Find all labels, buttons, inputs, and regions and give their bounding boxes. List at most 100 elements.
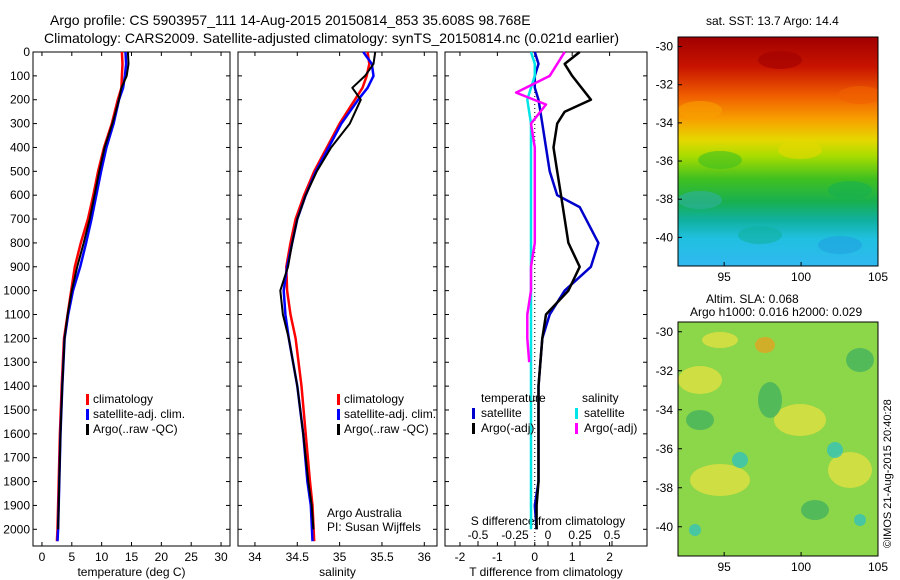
x-tick-label: 15 [125, 550, 139, 564]
map-y-tick-label: -32 [656, 78, 674, 92]
sla-texture [774, 404, 826, 436]
x-tick-label: 20 [155, 550, 169, 564]
x-tick-label: 2 [606, 550, 613, 564]
x-tick-label: 30 [214, 550, 228, 564]
legend-label: Argo(..raw -QC) [344, 422, 429, 436]
x-tick-label: -1 [492, 550, 503, 564]
figure-title-line-1: Argo profile: CS 5903957_111 14-Aug-2015… [50, 12, 531, 28]
y-tick-label: 800 [10, 236, 30, 250]
sla-map-title-2: Argo h1000: 0.016 h2000: 0.029 [690, 305, 863, 319]
map-x-tick-label: 105 [868, 270, 888, 284]
map-y-tick-label: -38 [656, 192, 674, 206]
series-line-2 [535, 51, 593, 530]
y-tick-label: 1400 [3, 379, 30, 393]
series-line-4 [514, 51, 566, 363]
map-y-tick-label: -32 [656, 364, 674, 378]
legend-label: satellite [584, 406, 625, 420]
sla-texture [755, 337, 775, 353]
map-x-tick-label: 105 [868, 560, 888, 574]
map-x-tick-label: 95 [717, 270, 731, 284]
sla-texture [758, 382, 782, 418]
map-y-tick-label: -36 [656, 442, 674, 456]
sla-texture [689, 524, 701, 536]
map-x-tick-label: 100 [791, 270, 811, 284]
x-tick-label: 0 [39, 550, 46, 564]
sla-texture [846, 348, 874, 372]
y-tick-label: 1300 [3, 355, 30, 369]
panel-2: 34 34.5 35 35.5 36 salinity climatologysatelli… [237, 51, 438, 579]
sla-texture [801, 500, 829, 520]
annotation-text: Argo Australia [327, 506, 402, 520]
sla-texture [828, 452, 872, 488]
legend-label: satellite-adj. clim. [344, 407, 436, 421]
x-tick-label: 36 [418, 550, 432, 564]
x-axis-label: T difference from climatology [469, 565, 623, 579]
y-tick-label: 1700 [3, 451, 30, 465]
s-tick-label: -0.25 [501, 528, 529, 542]
x-tick-label: 34.5 [286, 550, 310, 564]
series-line-1 [285, 51, 371, 542]
map-x-tick-label: 100 [791, 560, 811, 574]
plot-frame [444, 51, 648, 547]
x-tick-label: 0 [531, 550, 538, 564]
sla-map: -30 -32 -34 -36 -38 -40 95 100 105 [656, 321, 888, 574]
map-y-tick-label: -40 [656, 230, 674, 244]
x-tick-label: -2 [455, 550, 466, 564]
y-tick-label: 100 [10, 69, 30, 83]
sla-texture [702, 332, 738, 348]
x-tick-label: 10 [95, 550, 109, 564]
legend-swatch [472, 423, 475, 434]
y-tick-label: 1500 [3, 403, 30, 417]
sst-map-title: sat. SST: 13.7 Argo: 14.4 [706, 14, 839, 28]
legend-swatch [337, 409, 340, 420]
sla-texture [827, 442, 843, 458]
sla-texture [690, 464, 750, 496]
y-tick-label: 600 [10, 188, 30, 202]
s-tick-label: 0.5 [604, 528, 621, 542]
y-tick-label: 400 [10, 140, 30, 154]
s-tick-label: 0.25 [568, 528, 592, 542]
legend-label: Argo(-adj) [584, 421, 637, 435]
map-y-tick-label: -38 [656, 481, 674, 495]
legend-swatch [575, 408, 578, 419]
s-tick-label: -0.5 [468, 528, 489, 542]
sla-map-title-1: Altim. SLA: 0.068 [706, 292, 799, 306]
map-y-tick-label: -40 [656, 520, 674, 534]
map-y-tick-label: -34 [656, 403, 674, 417]
y-tick-label: 700 [10, 212, 30, 226]
y-tick-label: 1900 [3, 498, 30, 512]
y-tick-label: 1100 [4, 308, 30, 322]
legend-label: Argo(..raw -QC) [93, 422, 178, 436]
legend-label: climatology [344, 392, 404, 406]
x-tick-label: 5 [68, 550, 75, 564]
y-tick-label: 200 [10, 93, 30, 107]
series-line-3 [279, 51, 377, 530]
panel-1: 0100200300400500600700800900100011001200… [3, 45, 231, 579]
series-line-3 [57, 51, 130, 530]
y-tick-label: 500 [10, 164, 30, 178]
y-tick-label: 1000 [3, 284, 30, 298]
legend-swatch [337, 424, 340, 435]
legend-label: satellite-adj. clim. [93, 407, 185, 421]
sla-texture [854, 514, 866, 526]
sst-map: -30 -32 -34 -36 -38 -40 95 100 105 [656, 36, 888, 284]
x-tick-label: 25 [185, 550, 199, 564]
sst-texture [818, 236, 862, 254]
map-y-tick-label: -36 [656, 154, 674, 168]
series-line-3 [526, 51, 537, 530]
legend-swatch [86, 394, 89, 405]
sst-texture [778, 141, 822, 159]
map-y-tick-label: -30 [656, 325, 674, 339]
s-tick-label: 0 [545, 528, 552, 542]
x-tick-label: 35 [333, 550, 347, 564]
sst-texture [828, 181, 872, 199]
sst-field [678, 37, 878, 266]
s-axis-label: S difference from climatology [471, 514, 626, 528]
y-tick-label: 1600 [3, 427, 30, 441]
y-tick-label: 0 [23, 45, 30, 59]
sst-texture [698, 151, 742, 169]
credit-text: ©IMOS 21-Aug-2015 20:40:28 [882, 399, 894, 548]
map-y-tick-label: -30 [656, 40, 674, 54]
legend-header: salinity [582, 391, 619, 405]
